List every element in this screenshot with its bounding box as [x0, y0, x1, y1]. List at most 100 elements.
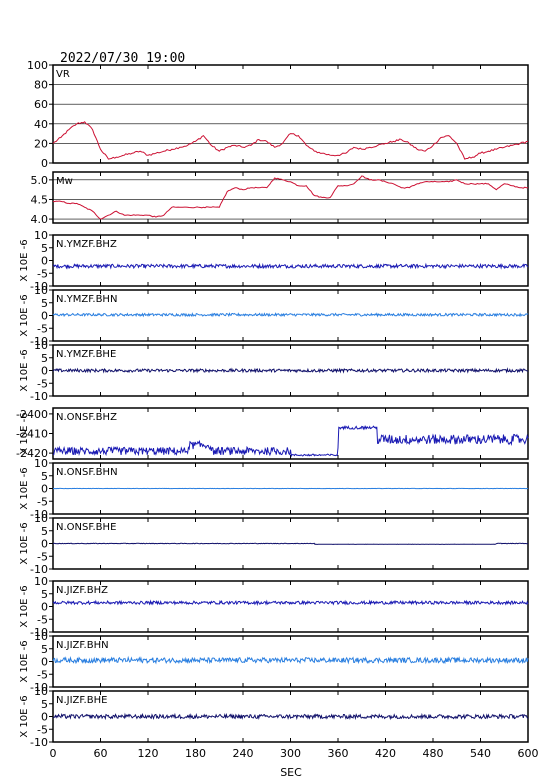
y-axis-label: X 10E -6: [19, 412, 30, 454]
panel-label: N.ONSF.BHZ: [56, 412, 117, 423]
panel-label: N.JIZF.BHN: [56, 640, 109, 651]
y-tick-label: -5: [37, 668, 48, 681]
y-tick-label: 5: [41, 588, 48, 601]
y-tick-label: 10: [34, 339, 48, 352]
y-tick-label: 10: [34, 575, 48, 588]
series-line: [52, 712, 529, 721]
panel-label: N.JIZF.BHZ: [56, 585, 108, 596]
y-tick-label: 5: [41, 470, 48, 483]
y-tick-label: 4.5: [31, 193, 49, 206]
y-tick-label: -5: [37, 322, 48, 335]
y-tick-label: 10: [34, 284, 48, 297]
y-tick-label: 0: [41, 255, 48, 268]
y-tick-label: -2410: [16, 428, 48, 441]
panel-label: N.ONSF.BHN: [56, 467, 118, 478]
y-tick-label: 10: [34, 630, 48, 643]
y-tick-label: 5: [41, 297, 48, 310]
x-tick-label: 180: [185, 747, 206, 760]
panel-label: N.ONSF.BHE: [56, 522, 116, 533]
y-tick-label: 0: [41, 483, 48, 496]
y-tick-label: -10: [30, 508, 48, 521]
y-tick-label: 10: [34, 512, 48, 525]
y-tick-label: 100: [27, 59, 48, 72]
y-tick-label: 0: [41, 656, 48, 669]
y-tick-label: -5: [37, 267, 48, 280]
panel-frame: [52, 234, 529, 287]
panel-frame: [52, 64, 529, 164]
y-tick-label: 60: [34, 98, 48, 111]
y-tick-label: 5: [41, 698, 48, 711]
y-tick-label: 0: [41, 538, 48, 551]
y-tick-label: -10: [30, 390, 48, 403]
panel-vr: 0 20 40 60 80 100 VR: [27, 59, 529, 170]
panel-frame: [52, 580, 529, 633]
series-line: [52, 425, 529, 458]
y-axis-label: X 10E -6: [19, 522, 30, 564]
y-tick-label: -5: [37, 377, 48, 390]
y-tick-label: 4.0: [31, 213, 49, 226]
y-tick-label: -10: [30, 736, 48, 749]
x-tick-label: 60: [94, 747, 108, 760]
y-tick-label: -2420: [16, 447, 48, 460]
y-axis-label: X 10E -6: [19, 239, 30, 281]
panel-label: Mw: [56, 176, 73, 187]
y-tick-label: -5: [37, 550, 48, 563]
panel-label: VR: [56, 69, 70, 80]
series-line: [53, 542, 529, 545]
y-axis-label: X 10E -6: [19, 640, 30, 682]
y-tick-label: 5.0: [31, 174, 49, 187]
y-tick-label: 5: [41, 242, 48, 255]
panel-label: N.YMZF.BHN: [56, 294, 117, 305]
y-tick-label: 10: [34, 685, 48, 698]
x-tick-label: 300: [280, 747, 301, 760]
y-tick-label: 10: [34, 457, 48, 470]
y-tick-label: -10: [30, 681, 48, 694]
panel-mw: 4.0 4.5 5.0 Mw: [31, 171, 529, 226]
y-tick-label: 0: [41, 310, 48, 323]
series-line: [52, 175, 528, 220]
panel-n-onsf-bhz: -2420 -2410 -2400 N.ONSF.BHZ X 10E -6: [16, 407, 529, 460]
x-tick-label: 240: [233, 747, 254, 760]
y-tick-label: 0: [41, 711, 48, 724]
y-axis-label: X 10E -6: [19, 585, 30, 627]
chart-title: 2022/07/30 19:00: [60, 51, 185, 66]
y-tick-label: -5: [37, 723, 48, 736]
series-line: [53, 262, 529, 270]
series-line: [52, 312, 529, 318]
y-tick-label: -10: [30, 626, 48, 639]
y-axis-label: X 10E -6: [19, 294, 30, 336]
y-tick-label: 80: [34, 79, 48, 92]
panel-label: N.YMZF.BHZ: [56, 239, 117, 250]
panel-label: N.YMZF.BHE: [56, 349, 116, 360]
y-tick-label: 0: [41, 157, 48, 170]
y-axis-label: X 10E -6: [19, 349, 30, 391]
y-axis-label: X 10E -6: [19, 467, 30, 509]
y-tick-label: 5: [41, 525, 48, 538]
x-tick-label: 480: [423, 747, 444, 760]
y-tick-label: -5: [37, 613, 48, 626]
x-axis-label: SEC: [280, 766, 302, 779]
y-axis-label: X 10E -6: [19, 695, 30, 737]
x-tick-label: 360: [328, 747, 349, 760]
y-tick-label: -2400: [16, 408, 48, 421]
y-tick-label: 5: [41, 352, 48, 365]
y-tick-label: -10: [30, 335, 48, 348]
y-tick-label: 20: [34, 137, 48, 150]
x-tick-label: 600: [518, 747, 539, 760]
y-tick-label: 0: [41, 601, 48, 614]
y-tick-label: -5: [37, 495, 48, 508]
y-tick-label: 40: [34, 118, 48, 131]
series-line: [52, 599, 529, 607]
y-tick-label: -10: [30, 563, 48, 576]
x-tick-label: 0: [50, 747, 57, 760]
